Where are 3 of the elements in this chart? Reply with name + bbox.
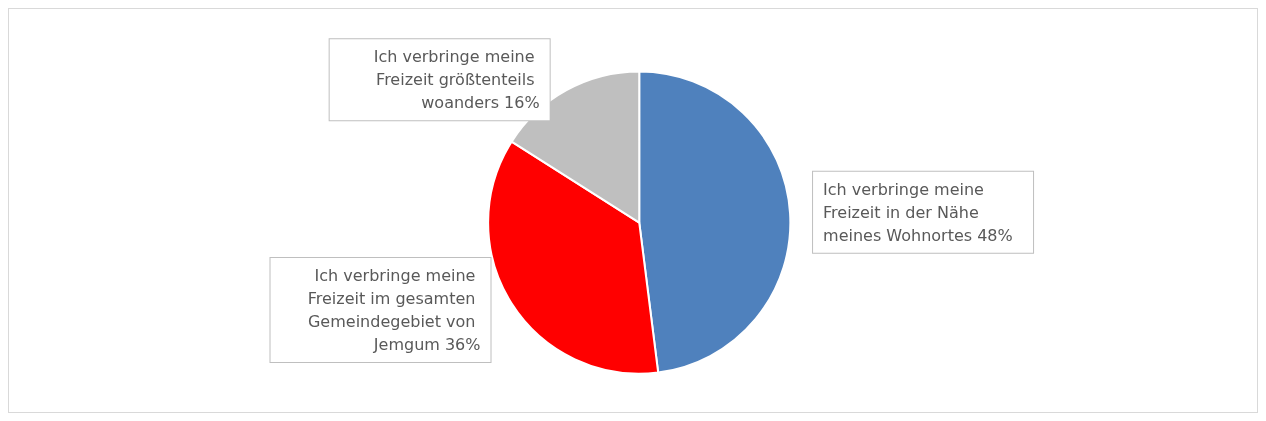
slice-label: Ich verbringe meine Freizeit in der Nähe meines Wohnortes 48% [823, 179, 1013, 245]
slice-label: Ich verbringe meine Freizeit größtenteils woanders 16% [373, 47, 540, 113]
slice-label: Ich verbringe meine Freizeit im gesamten Gemeindegebiet von Jemgum 36% [307, 266, 481, 354]
